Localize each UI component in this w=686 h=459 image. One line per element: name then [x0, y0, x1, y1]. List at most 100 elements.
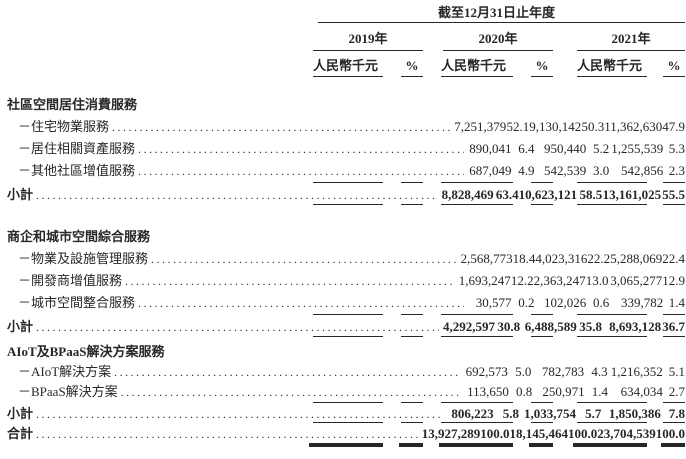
- amount-2021: 1,216,352: [610, 364, 663, 379]
- horizontal-rule: [441, 402, 513, 403]
- amount-2020: 6,488,589: [524, 319, 577, 334]
- row-label: －物業及設施管理服務: [18, 251, 149, 266]
- leader-dots: [112, 116, 450, 138]
- horizontal-rule: [663, 204, 685, 205]
- section-title: 社區空間居住消費服務: [7, 97, 138, 112]
- horizontal-rule: [441, 76, 513, 77]
- horizontal-rule: [318, 22, 685, 23]
- row-label: －AIoT解決方案: [18, 364, 112, 379]
- percent-2019: 6.4: [518, 141, 535, 156]
- column-header-amount-2019: 人民幣千元: [313, 58, 379, 73]
- percent-2021: 1.4: [668, 295, 686, 310]
- row-label: －其他社區增值服務: [18, 163, 136, 178]
- horizontal-rule: [577, 182, 647, 183]
- horizontal-rule: [401, 422, 423, 423]
- amount-2019: 890,041: [469, 141, 512, 156]
- amount-2019: 8,828,469: [441, 187, 494, 202]
- rule-above-subtotal: [7, 314, 685, 318]
- percent-2019: 12.2: [510, 273, 534, 288]
- percent-2021: 2.3: [668, 163, 686, 178]
- year-2020: 2020年: [478, 31, 518, 46]
- amount-2020: 18,145,464: [509, 426, 569, 441]
- percent-2021: 47.9: [662, 119, 685, 134]
- horizontal-rule: [577, 204, 647, 205]
- horizontal-rule: [441, 182, 513, 183]
- year-2019: 2019年: [348, 31, 388, 46]
- horizontal-rule: [531, 336, 553, 337]
- amount-2020: 782,783: [541, 364, 585, 379]
- leader-dots: [151, 248, 457, 270]
- amount-2019: 13,927,289: [421, 426, 481, 441]
- year-2021: 2021年: [611, 31, 651, 46]
- row-label: －城市空間整合服務: [18, 295, 136, 310]
- horizontal-rule: [401, 336, 423, 337]
- amount-2020: 9,130,142: [529, 119, 582, 134]
- percent-2020: 1.4: [591, 384, 608, 399]
- horizontal-rule: [663, 402, 685, 403]
- table-row: －BPaaS解決方案 113,650 0.8 250,971 1.4 634,0…: [7, 382, 685, 402]
- row-label: －BPaaS解決方案: [18, 384, 118, 399]
- horizontal-rule: [313, 314, 383, 315]
- amount-2019: 4,292,597: [443, 319, 495, 334]
- horizontal-rule: [663, 422, 685, 423]
- table-row: －城市空間整合服務 30,577 0.2 102,026 0.6 339,782…: [7, 292, 685, 314]
- percent-2021: 55.5: [662, 187, 685, 202]
- double-rule: [573, 443, 647, 447]
- section-title-row: AIoT及BPaaS解決方案服務: [7, 342, 685, 362]
- amount-2021: 13,161,025: [602, 187, 662, 202]
- horizontal-rule: [577, 402, 647, 403]
- row-label: －住宅物業服務: [18, 119, 110, 134]
- amount-2021: 542,856: [620, 163, 664, 178]
- column-header-row: 人民幣千元 % 人民幣千元 % 人民幣千元 %: [7, 56, 685, 76]
- horizontal-rule: [663, 314, 685, 315]
- horizontal-rule: [577, 314, 647, 315]
- leader-dots: [138, 160, 464, 182]
- leader-dots: [36, 426, 418, 442]
- subtotal-row: 小計 4,292,597 30.8 6,488,589 35.8 8,693,1…: [7, 318, 685, 336]
- horizontal-rule: [441, 204, 513, 205]
- rule-under-period: [7, 22, 685, 28]
- leader-dots: [36, 318, 439, 336]
- amount-2021: 1,255,539: [611, 141, 664, 156]
- table-row: －AIoT解決方案 692,573 5.0 782,783 4.3 1,216,…: [7, 362, 685, 382]
- period-title: 截至12月31日止年度: [437, 5, 555, 20]
- horizontal-rule: [441, 336, 513, 337]
- amount-2021: 1,850,386: [608, 406, 661, 421]
- horizontal-rule: [663, 182, 685, 183]
- rule-under-column-headers: [7, 76, 685, 82]
- horizontal-rule: [577, 50, 685, 51]
- horizontal-rule: [531, 422, 553, 423]
- table-row: －其他社區增值服務 687,049 4.9 542,539 3.0 542,85…: [7, 160, 685, 182]
- percent-2019: 18.4: [512, 251, 536, 266]
- percent-2020: 5.2: [592, 141, 610, 156]
- rule-above-subtotal: [7, 402, 685, 406]
- section-title: 商企和城市空間綜合服務: [7, 229, 151, 244]
- percent-2021: 36.7: [662, 319, 686, 334]
- rule-above-subtotal: [7, 182, 685, 186]
- row-label: －開發商增值服務: [18, 273, 123, 288]
- percent-2020: 4.3: [591, 364, 608, 379]
- amount-2019: 692,573: [465, 364, 508, 379]
- percent-2021: 100.0: [655, 426, 685, 441]
- double-rule: [529, 443, 553, 447]
- percent-2019: 4.9: [518, 163, 535, 178]
- table-row: －物業及設施管理服務 2,568,773 18.4 4,023,316 22.2…: [7, 248, 685, 270]
- percent-2019: 0.8: [515, 384, 533, 399]
- rule-below-subtotal: [7, 204, 685, 208]
- percent-2021: 22.4: [662, 251, 685, 266]
- percent-2020: 3.0: [592, 163, 610, 178]
- horizontal-rule: [531, 314, 553, 315]
- leader-dots: [114, 362, 460, 382]
- horizontal-rule: [531, 182, 553, 183]
- amount-2021: 5,288,069: [610, 251, 663, 266]
- percent-2019: 0.2: [518, 295, 535, 310]
- leader-dots: [138, 292, 464, 314]
- rule-below-subtotal: [7, 422, 685, 426]
- horizontal-rule: [441, 422, 513, 423]
- amount-2021: 339,782: [620, 295, 664, 310]
- leader-dots: [121, 382, 461, 402]
- column-header-amount-2021: 人民幣千元: [577, 58, 643, 73]
- amount-2021: 3,065,277: [610, 273, 663, 288]
- horizontal-rule: [577, 336, 647, 337]
